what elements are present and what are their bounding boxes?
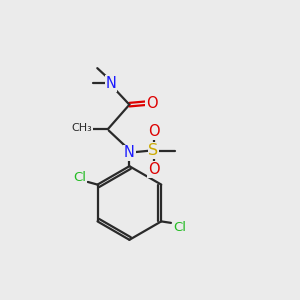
Text: N: N bbox=[124, 146, 135, 160]
Text: S: S bbox=[148, 143, 159, 158]
Text: O: O bbox=[148, 124, 159, 139]
Text: O: O bbox=[146, 96, 157, 111]
Text: O: O bbox=[148, 162, 159, 177]
Text: CH₃: CH₃ bbox=[71, 123, 92, 133]
Text: Cl: Cl bbox=[73, 171, 86, 184]
Text: Cl: Cl bbox=[173, 221, 186, 234]
Text: N: N bbox=[106, 76, 117, 91]
